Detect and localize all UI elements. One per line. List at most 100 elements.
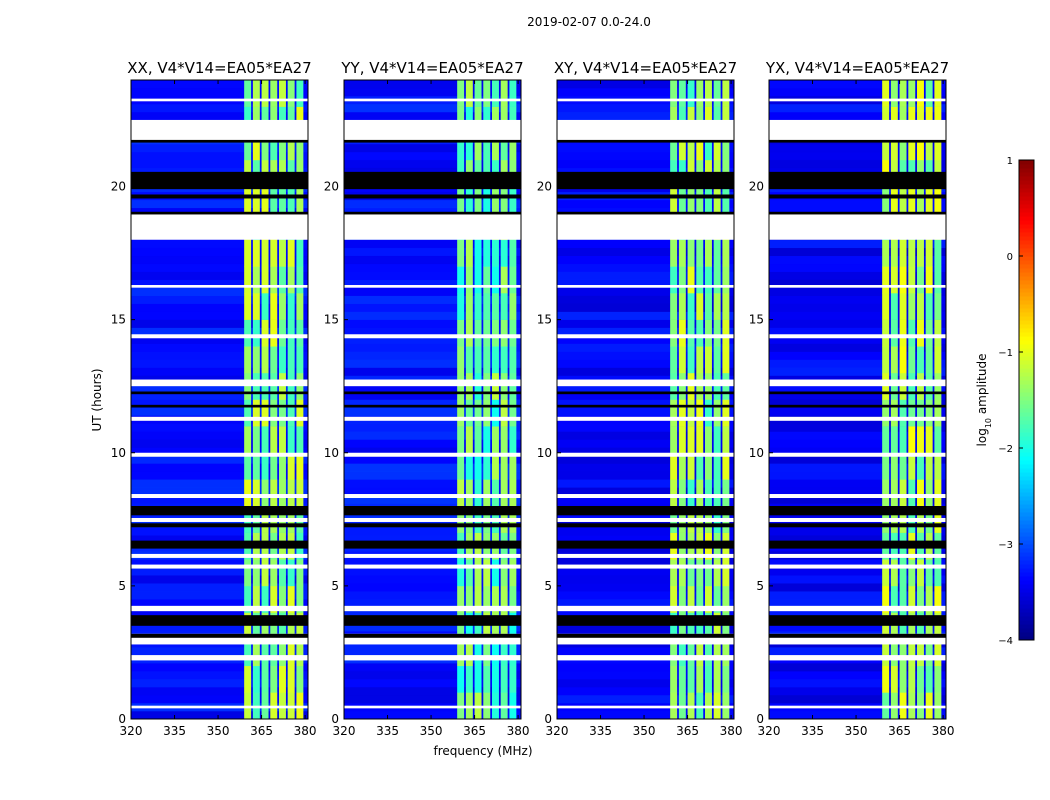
heatmap-row bbox=[344, 303, 521, 312]
heatmap-row bbox=[769, 327, 946, 336]
band-cell bbox=[713, 452, 721, 480]
band-cell bbox=[296, 346, 304, 374]
heatmap-row bbox=[557, 679, 734, 688]
band-cell bbox=[474, 319, 482, 347]
heatmap-row bbox=[344, 199, 521, 209]
band-cell bbox=[678, 133, 686, 161]
colorbar-segment bbox=[1019, 244, 1034, 249]
band-cell bbox=[934, 639, 942, 667]
flagged-white-row bbox=[769, 98, 946, 102]
colorbar-segment bbox=[1019, 340, 1034, 345]
band-cell bbox=[457, 293, 465, 320]
band-cell bbox=[500, 399, 508, 427]
y-tick-label: 15 bbox=[324, 313, 339, 327]
heatmap-row bbox=[769, 399, 946, 408]
band-cell bbox=[696, 612, 704, 640]
colorbar-label-rest: amplitude bbox=[975, 354, 989, 418]
band-cell bbox=[687, 372, 695, 400]
band-cell bbox=[678, 559, 686, 587]
band-cell bbox=[704, 559, 712, 587]
colorbar-segment bbox=[1019, 520, 1034, 525]
heatmap-row bbox=[344, 599, 521, 608]
heatmap-row bbox=[769, 335, 946, 344]
flagged-black-row bbox=[557, 139, 734, 143]
band-cell bbox=[899, 639, 907, 667]
band-cell bbox=[500, 293, 508, 320]
heatmap-row bbox=[344, 559, 521, 568]
flagged-white-row bbox=[131, 379, 308, 387]
band-cell bbox=[278, 426, 286, 454]
band-cell bbox=[287, 186, 295, 214]
band-cell bbox=[270, 452, 278, 480]
band-cell bbox=[270, 239, 278, 267]
band-cell bbox=[934, 559, 942, 587]
heatmap-row bbox=[344, 679, 521, 688]
colorbar-segment bbox=[1019, 224, 1034, 229]
heatmap-row bbox=[131, 327, 308, 336]
band-cell bbox=[252, 266, 260, 294]
band-cell bbox=[491, 186, 499, 214]
flagged-black-row bbox=[344, 615, 521, 626]
heatmap-row bbox=[344, 479, 521, 488]
flagged-white-row bbox=[344, 553, 521, 558]
band-cell bbox=[696, 559, 704, 587]
x-tick-label: 350 bbox=[633, 724, 656, 738]
colorbar-segment bbox=[1019, 316, 1034, 321]
band-cell bbox=[670, 372, 678, 400]
band-cell bbox=[899, 133, 907, 161]
colorbar-segment bbox=[1019, 488, 1034, 493]
x-tick-label: 350 bbox=[207, 724, 230, 738]
heatmap-row bbox=[344, 111, 521, 121]
heatmap-row bbox=[557, 487, 734, 496]
band-cell bbox=[890, 346, 898, 374]
band-cell bbox=[270, 612, 278, 640]
band-cell bbox=[500, 452, 508, 480]
band-cell bbox=[457, 559, 465, 587]
band-cell bbox=[483, 266, 491, 294]
band-cell bbox=[925, 80, 933, 107]
band-cell bbox=[509, 479, 517, 507]
heatmap-row bbox=[769, 575, 946, 584]
colorbar-segment bbox=[1019, 408, 1034, 413]
flagged-white-row bbox=[557, 119, 734, 142]
x-tick-label: 365 bbox=[250, 724, 273, 738]
band-cell bbox=[252, 612, 260, 640]
band-cell bbox=[465, 479, 473, 507]
band-cell bbox=[474, 80, 482, 107]
colorbar-segment bbox=[1019, 424, 1034, 429]
heatmap-row bbox=[344, 319, 521, 328]
band-cell bbox=[500, 266, 508, 294]
band-cell bbox=[916, 186, 924, 214]
colorbar-segment bbox=[1019, 632, 1034, 637]
band-cell bbox=[916, 665, 924, 693]
band-cell bbox=[916, 239, 924, 267]
y-tick-label: 20 bbox=[749, 180, 764, 194]
band-cell bbox=[882, 479, 890, 507]
band-cell bbox=[509, 452, 517, 480]
colorbar-label-sub: 10 bbox=[984, 418, 993, 428]
band-cell bbox=[722, 186, 730, 214]
flagged-white-row bbox=[131, 98, 308, 102]
band-cell bbox=[916, 479, 924, 507]
colorbar-segment bbox=[1019, 580, 1034, 585]
band-cell bbox=[278, 186, 286, 214]
band-cell bbox=[687, 239, 695, 267]
band-cell bbox=[457, 479, 465, 507]
band-cell bbox=[916, 266, 924, 294]
band-cell bbox=[287, 372, 295, 400]
band-cell bbox=[500, 346, 508, 374]
band-cell bbox=[899, 293, 907, 320]
heatmap-row bbox=[769, 295, 946, 304]
colorbar-segment bbox=[1019, 324, 1034, 329]
flagged-black-row bbox=[557, 540, 734, 549]
colorbar-segment bbox=[1019, 348, 1034, 353]
band-cell bbox=[670, 80, 678, 107]
flagged-white-row bbox=[344, 334, 521, 339]
colorbar-segment bbox=[1019, 468, 1034, 473]
band-cell bbox=[261, 639, 269, 667]
band-cell bbox=[296, 80, 304, 107]
band-cell bbox=[244, 133, 252, 161]
band-cell bbox=[457, 80, 465, 107]
heatmap-row bbox=[557, 319, 734, 328]
colorbar-segment bbox=[1019, 196, 1034, 201]
